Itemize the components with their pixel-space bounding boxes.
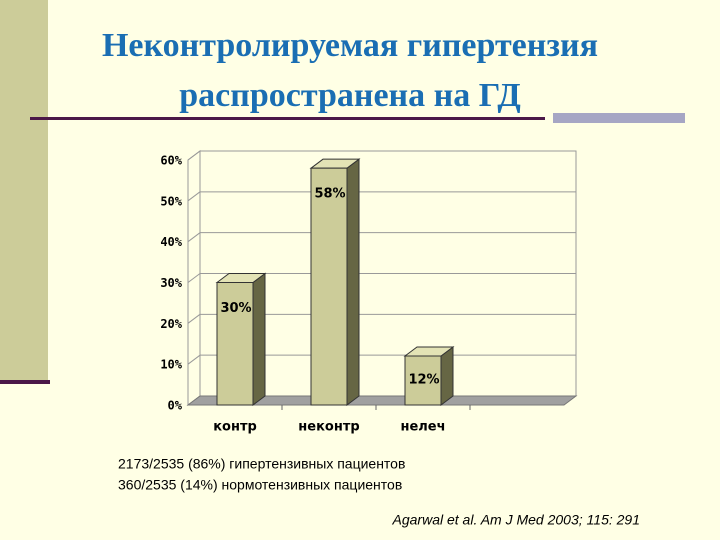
grid-line	[187, 232, 201, 243]
y-tick-label: 50%	[160, 194, 182, 208]
value-label: 12%	[408, 373, 439, 388]
grid-line	[187, 354, 201, 365]
grid-line	[187, 150, 201, 161]
bar	[404, 355, 442, 406]
side-rule	[0, 380, 50, 384]
value-label: 58%	[314, 187, 345, 202]
y-tick-label: 40%	[160, 235, 182, 249]
title: Неконтролируемая гипертензия	[102, 27, 598, 64]
bar	[216, 282, 254, 406]
value-label: 30%	[220, 301, 251, 316]
y-tick-label: 20%	[160, 317, 182, 331]
bar	[310, 167, 348, 406]
note: 360/2535 (14%) нормотензивных пациентов	[118, 477, 402, 493]
title-rule	[30, 117, 545, 120]
citation: Agarwal et al. Am J Med 2003; 115: 291	[392, 512, 640, 528]
x-tick-label: нелеч	[400, 420, 445, 435]
y-tick-label: 60%	[160, 154, 182, 168]
bar-side	[252, 272, 266, 406]
bar-side	[440, 346, 454, 406]
title-rule-accent	[553, 113, 685, 123]
title: распространена на ГД	[179, 77, 521, 114]
x-tick-label: неконтр	[298, 420, 359, 435]
note: 2173/2535 (86%) гипертензивных пациентов	[118, 456, 405, 472]
grid-line	[187, 191, 201, 202]
grid-line	[187, 273, 201, 283]
side-bar	[0, 0, 48, 380]
y-tick-label: 10%	[160, 358, 182, 372]
x-tick-label: контр	[213, 420, 257, 435]
y-tick-label: 30%	[160, 276, 182, 290]
grid-line	[187, 313, 201, 324]
bar-side	[346, 158, 360, 406]
y-tick-label: 0%	[168, 399, 183, 413]
